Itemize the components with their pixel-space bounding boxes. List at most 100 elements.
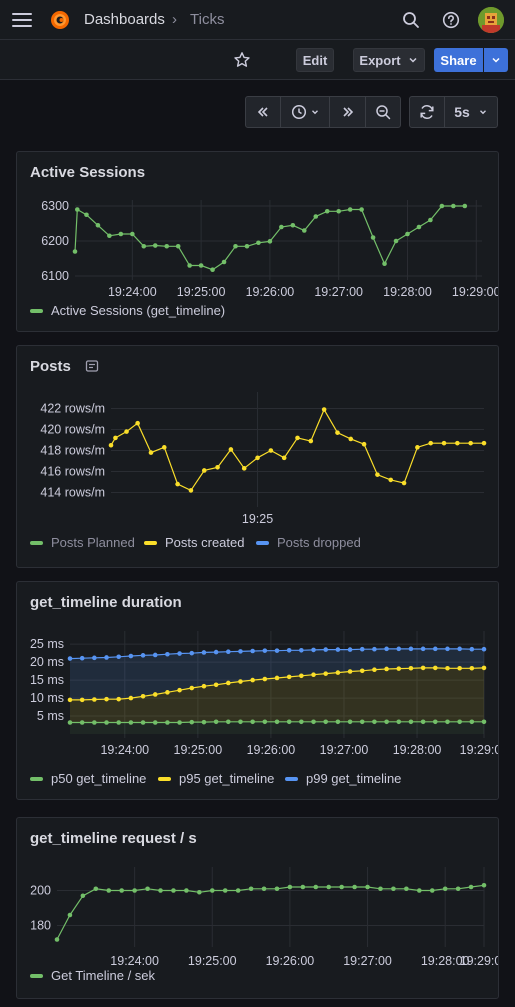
share-options-button[interactable] (484, 48, 508, 72)
duration-chart: 25 ms 20 ms 15 ms 10 ms 5 ms 19:24:00 19:25:00… (30, 631, 498, 757)
data-point (335, 719, 341, 725)
x-tick-label: 19:25:00 (174, 743, 223, 757)
time-range-forward-button[interactable] (329, 96, 366, 128)
data-point (274, 886, 280, 892)
data-point (308, 438, 314, 444)
chevron-down-icon (409, 57, 417, 63)
data-point (187, 263, 192, 268)
data-point (152, 720, 158, 725)
share-button[interactable]: Share (434, 48, 483, 72)
data-point (128, 720, 134, 725)
data-point (141, 243, 147, 249)
x-tick-label: 19:25:00 (177, 285, 226, 299)
legend-item[interactable]: Get Timeline / sek (30, 968, 155, 983)
data-point (375, 472, 380, 477)
data-point (457, 665, 462, 671)
data-point (225, 649, 231, 655)
x-tick-label: 19:25 (242, 512, 273, 526)
legend-item[interactable]: p99 get_timeline (285, 771, 401, 786)
data-point (365, 884, 370, 890)
data-point (429, 888, 435, 893)
data-point (311, 719, 316, 725)
data-point (455, 440, 460, 446)
refresh-interval-picker[interactable]: 5s (444, 96, 498, 128)
data-point (445, 719, 450, 725)
data-point (158, 888, 163, 893)
x-tick-label: 19:29:00 (452, 285, 498, 299)
data-point (323, 671, 329, 676)
data-point (286, 719, 292, 725)
data-point (118, 231, 124, 237)
export-label: Export (359, 52, 401, 68)
data-point (250, 648, 255, 654)
x-tick-label: 19:26:00 (247, 743, 296, 757)
panel-active-sessions[interactable]: Active Sessions 6300 6200 6100 19:24:00 19:2… (16, 151, 499, 332)
legend-item[interactable]: p95 get_timeline (158, 771, 274, 786)
data-point (287, 884, 293, 890)
data-point (177, 720, 182, 725)
legend-item[interactable]: p50 get_timeline (30, 771, 146, 786)
star-icon[interactable] (231, 49, 253, 71)
panel-get-timeline-duration[interactable]: get_timeline duration 25 ms 20 ms 15 ms 10 … (16, 581, 499, 800)
x-tick-label: 19:24:00 (100, 743, 149, 757)
data-point (152, 243, 158, 248)
data-point (140, 693, 146, 699)
data-point (209, 888, 215, 893)
export-button[interactable]: Export (353, 48, 425, 72)
legend-label: p50 get_timeline (51, 771, 147, 786)
data-point (352, 884, 357, 890)
top-nav-bar: Dashboards › Ticks (0, 0, 515, 40)
data-point (370, 235, 376, 240)
search-icon[interactable] (400, 9, 422, 31)
edit-button[interactable]: Edit (296, 48, 334, 72)
legend-item[interactable]: Active Sessions (get_timeline) (30, 303, 225, 318)
data-point (80, 893, 86, 899)
data-point (295, 435, 300, 441)
time-range-back-button[interactable] (245, 96, 281, 128)
zoom-out-button[interactable] (365, 96, 401, 128)
grafana-logo-icon[interactable] (48, 8, 72, 32)
legend-swatch (144, 540, 157, 545)
avatar[interactable] (478, 7, 504, 33)
data-point (244, 243, 250, 249)
y-tick-label: 418 rows/m (40, 444, 105, 458)
refresh-button[interactable] (409, 96, 445, 128)
menu-icon[interactable] (10, 8, 34, 32)
breadcrumb-current: Ticks (190, 11, 225, 28)
y-tick-label: 422 rows/m (40, 402, 105, 416)
data-point (268, 448, 274, 453)
series-line (56, 884, 485, 940)
data-point (321, 407, 327, 412)
data-point (384, 646, 389, 652)
legend-item[interactable]: Posts created (144, 535, 245, 550)
data-point (299, 647, 304, 653)
data-point (359, 646, 365, 652)
data-point (145, 886, 150, 892)
x-tick-label: 19:24:00 (108, 285, 157, 299)
zoom-out-icon (376, 105, 391, 120)
data-point (441, 440, 447, 446)
data-point (72, 249, 78, 254)
time-picker-button[interactable] (280, 96, 330, 128)
data-point (372, 719, 377, 725)
data-point (250, 677, 255, 683)
breadcrumb-dashboards[interactable]: Dashboards (84, 11, 165, 28)
data-point (442, 886, 448, 892)
legend-item[interactable]: Posts dropped (256, 535, 361, 550)
data-point (241, 466, 247, 471)
data-point (359, 668, 365, 674)
panel-get-timeline-requests[interactable]: get_timeline request / s 200 180 19:24:00 1… (16, 817, 499, 999)
x-tick-label: 19:26:00 (266, 954, 315, 968)
data-point (148, 450, 154, 455)
data-point (348, 436, 354, 442)
help-icon[interactable] (440, 9, 462, 31)
data-point (420, 646, 426, 652)
legend-item[interactable]: Posts Planned (30, 535, 135, 550)
x-tick-label: 19:28:00 (383, 285, 432, 299)
panel-posts[interactable]: Posts 422 rows/m 420 rows/m 418 rows/m 416 … (16, 345, 499, 568)
data-point (113, 435, 118, 441)
data-point (152, 652, 158, 658)
panel-description-icon[interactable] (84, 358, 100, 374)
data-point (481, 882, 487, 888)
data-point (286, 647, 292, 653)
